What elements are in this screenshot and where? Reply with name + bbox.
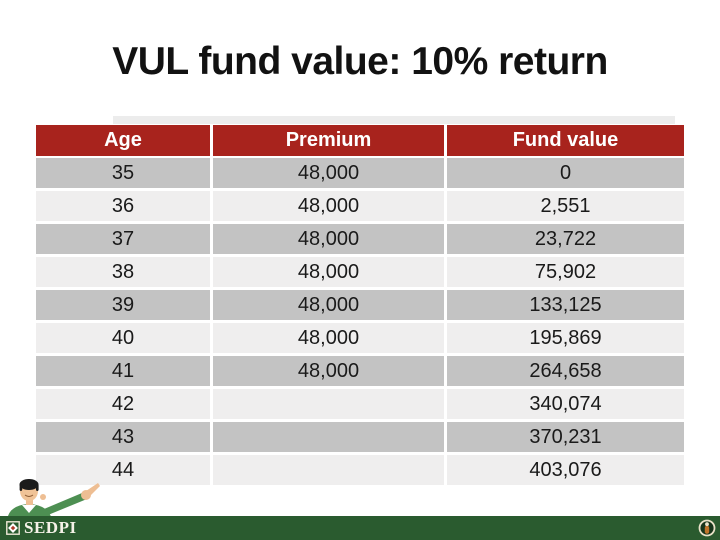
- fund-value-table: Age Premium Fund value 35 48,000 0 36 48,000 2,5…: [36, 125, 684, 485]
- premium-cell: 48,000: [213, 191, 444, 221]
- age-cell: 39: [36, 290, 210, 320]
- premium-cell: [213, 455, 444, 485]
- premium-cell: 48,000: [213, 257, 444, 287]
- fund-value-cell: 2,551: [447, 191, 684, 221]
- age-cell: 38: [36, 257, 210, 287]
- age-cell: 42: [36, 389, 210, 419]
- premium-cell: 48,000: [213, 323, 444, 353]
- fund-value-cell: 370,231: [447, 422, 684, 452]
- age-cell: 43: [36, 422, 210, 452]
- fund-value-cell: 133,125: [447, 290, 684, 320]
- presenter-character-illustration: [7, 479, 100, 520]
- age-cell: 40: [36, 323, 210, 353]
- premium-cell: 48,000: [213, 158, 444, 188]
- fund-value-cell: 195,869: [447, 323, 684, 353]
- footer-bar: SEDPI: [0, 516, 720, 540]
- premium-cell: 48,000: [213, 290, 444, 320]
- header-cell: Premium: [213, 125, 444, 156]
- premium-cell: [213, 422, 444, 452]
- fund-value-cell: 340,074: [447, 389, 684, 419]
- header-cell: Fund value: [447, 125, 684, 156]
- person-badge-icon: [698, 519, 716, 537]
- premium-cell: 48,000: [213, 224, 444, 254]
- slide-title: VUL fund value: 10% return: [112, 40, 608, 83]
- premium-cell: 48,000: [213, 356, 444, 386]
- premium-cell: [213, 389, 444, 419]
- age-cell: 44: [36, 455, 210, 485]
- fund-value-cell: 403,076: [447, 455, 684, 485]
- fund-value-cell: 75,902: [447, 257, 684, 287]
- fund-value-cell: 264,658: [447, 356, 684, 386]
- footer-brand-text: SEDPI: [24, 518, 77, 537]
- sedpi-logo-icon: [6, 521, 20, 535]
- age-cell: 36: [36, 191, 210, 221]
- age-cell: 37: [36, 224, 210, 254]
- fund-value-cell: 23,722: [447, 224, 684, 254]
- age-cell: 41: [36, 356, 210, 386]
- table-top-shadow: [113, 116, 675, 124]
- fund-value-cell: 0: [447, 158, 684, 188]
- header-cell: Age: [36, 125, 210, 156]
- age-cell: 35: [36, 158, 210, 188]
